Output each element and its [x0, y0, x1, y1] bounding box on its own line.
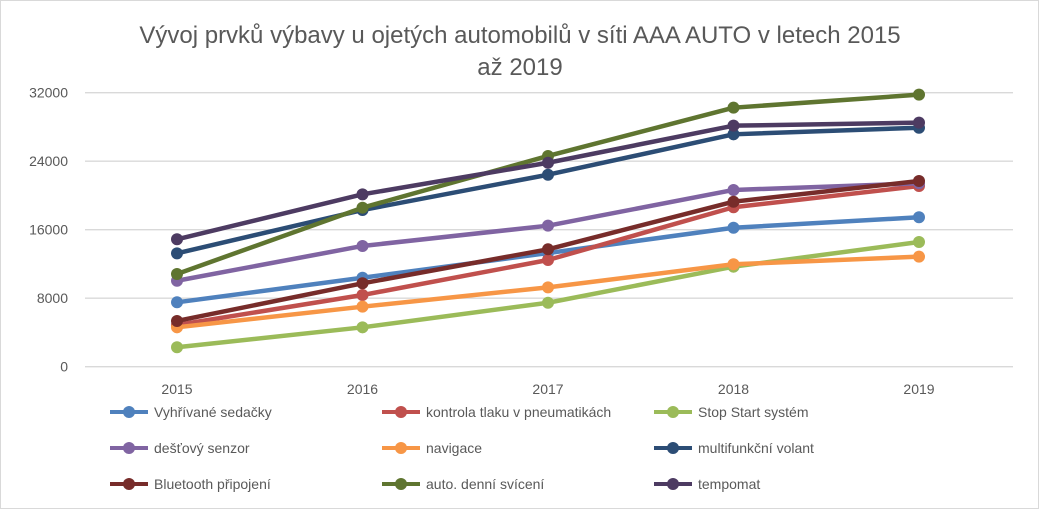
legend-item: multifunkční volant	[654, 434, 910, 462]
data-point	[542, 219, 554, 232]
x-tick-label: 2019	[903, 381, 934, 397]
chart-title-line-1: Vývoj prvků výbavy u ojetých automobilů …	[139, 22, 901, 49]
data-point	[727, 258, 740, 271]
legend-item: navigace	[382, 434, 654, 462]
data-point	[542, 243, 554, 256]
legend-label: kontrola tlaku v pneumatikách	[426, 404, 612, 420]
data-point	[727, 183, 740, 196]
legend-marker-icon	[654, 477, 692, 491]
data-point	[356, 239, 369, 252]
legend-item: kontrola tlaku v pneumatikách	[382, 398, 654, 426]
legend: Vyhřívané sedačky kontrola tlaku v pneuma…	[110, 398, 910, 498]
data-point	[913, 88, 925, 101]
legend-item: Bluetooth připojení	[110, 470, 382, 498]
legend-marker-icon	[654, 441, 692, 455]
y-tick-label: 16000	[29, 222, 68, 238]
data-point	[727, 119, 740, 132]
data-point	[171, 341, 183, 354]
legend-marker-icon	[110, 441, 148, 455]
legend-label: navigace	[426, 440, 483, 456]
legend-item: tempomat	[654, 470, 910, 498]
data-point	[356, 188, 369, 201]
data-point	[542, 296, 554, 309]
data-point	[913, 236, 925, 249]
legend-label: Bluetooth připojení	[154, 476, 271, 492]
legend-label: dešťový senzor	[154, 440, 250, 456]
data-point	[727, 221, 740, 234]
y-tick-label: 24000	[29, 153, 68, 169]
legend-label: tempomat	[698, 476, 761, 492]
legend-label: multifunkční volant	[698, 440, 814, 456]
legend-label: auto. denní svícení	[426, 476, 545, 492]
y-tick-label: 0	[60, 359, 68, 375]
data-point	[913, 250, 925, 263]
data-point	[913, 174, 925, 187]
x-tick-label: 2016	[347, 381, 378, 397]
data-point	[356, 289, 369, 302]
legend-marker-icon	[382, 405, 420, 419]
data-point	[542, 168, 554, 181]
data-point	[356, 201, 369, 214]
data-point	[727, 128, 740, 141]
legend-item: Stop Start systém	[654, 398, 910, 426]
data-point	[171, 267, 183, 280]
data-point	[913, 211, 925, 224]
data-point	[913, 116, 925, 129]
legend-marker-icon	[382, 441, 420, 455]
chart-title: Vývoj prvků výbavy u ojetých automobilů …	[60, 20, 980, 84]
data-point	[356, 277, 369, 290]
data-point	[171, 233, 183, 246]
data-point	[171, 247, 183, 260]
y-tick-label: 32000	[29, 85, 68, 101]
x-tick-label: 2017	[532, 381, 563, 397]
data-point	[542, 254, 554, 267]
y-tick-label: 8000	[37, 290, 68, 306]
data-point	[542, 281, 554, 294]
legend-item: auto. denní svícení	[382, 470, 654, 498]
data-point	[171, 314, 183, 327]
x-tick-label: 2018	[718, 381, 749, 397]
legend-label: Stop Start systém	[698, 404, 809, 420]
legend-marker-icon	[382, 477, 420, 491]
legend-marker-icon	[110, 405, 148, 419]
x-tick-label: 2015	[161, 381, 192, 397]
legend-item: Vyhřívané sedačky	[110, 398, 382, 426]
legend-marker-icon	[110, 477, 148, 491]
legend-marker-icon	[654, 405, 692, 419]
legend-label: Vyhřívané sedačky	[154, 404, 272, 420]
chart-title-line-2: až 2019	[477, 54, 563, 81]
data-point	[727, 101, 740, 114]
data-point	[542, 156, 554, 169]
legend-item: dešťový senzor	[110, 434, 382, 462]
data-point	[727, 195, 740, 208]
data-point	[171, 296, 183, 309]
data-point	[356, 300, 369, 313]
data-point	[356, 321, 369, 334]
